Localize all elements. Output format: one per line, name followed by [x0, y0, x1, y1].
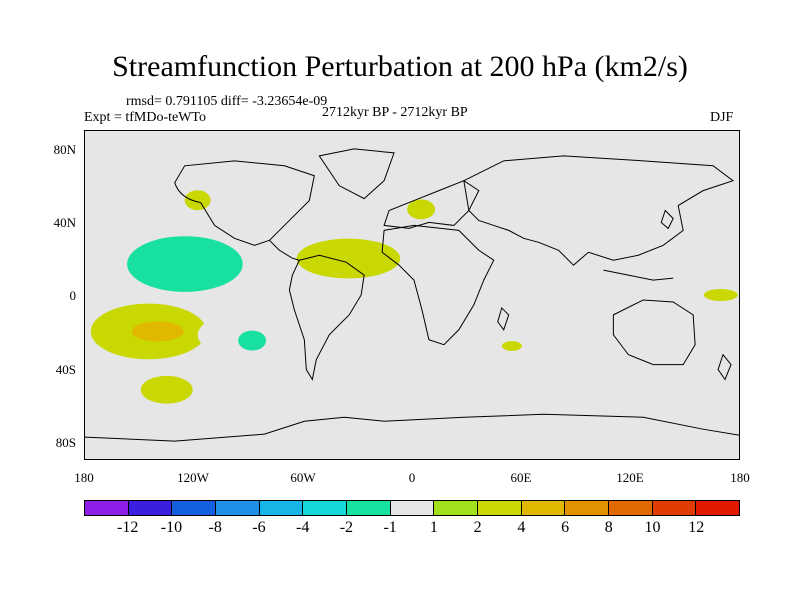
page-title: Streamfunction Perturbation at 200 hPa (… — [112, 50, 688, 83]
coastline-africa — [381, 224, 495, 346]
coastline-south-america — [288, 254, 365, 381]
anomaly-mediterranean-low — [407, 199, 436, 220]
coastline-asia — [463, 155, 735, 266]
colorbar-label: 2 — [473, 519, 482, 536]
coastline-antarctica — [85, 413, 739, 442]
coastline-japan — [660, 209, 674, 230]
coastline-central-america — [269, 239, 300, 261]
anomaly-regions — [90, 185, 739, 404]
colorbar-swatch-11 — [565, 501, 610, 515]
colorbar-label: 4 — [517, 519, 526, 536]
anomaly-south-asia-band — [497, 224, 618, 249]
lon-tick-60e: 60E — [510, 470, 532, 485]
colorbar-label: -10 — [160, 519, 183, 536]
colorbar-label: -1 — [383, 519, 397, 536]
colorbar-label: -12 — [117, 519, 139, 536]
lat-tick-40s: 40S — [55, 362, 76, 377]
colorbar-swatch-3 — [216, 501, 260, 515]
lon-tick-60w: 60W — [290, 470, 316, 485]
colorbar-label: -6 — [252, 519, 266, 536]
anomaly-tropical-atlantic-high — [296, 238, 401, 279]
colorbar-label: 12 — [688, 519, 705, 536]
coastline-north-america — [174, 160, 315, 246]
lon-tick-180e: 180 — [730, 470, 750, 485]
colorbar-swatch-13 — [652, 501, 697, 515]
colorbar-label: 6 — [561, 519, 570, 536]
coastlines — [85, 148, 739, 442]
anomaly-north-american-high — [184, 190, 211, 211]
colorbar-label: 1 — [429, 519, 438, 536]
season-label: DJF — [710, 110, 734, 125]
colorbar-swatch-6 — [347, 501, 391, 515]
colorbar-swatch-12 — [609, 501, 653, 515]
lon-tick-0: 0 — [408, 470, 416, 485]
colorbar-swatch-8 — [434, 501, 479, 515]
coastline-new-zealand — [717, 353, 732, 381]
lat-tick-80n: 80N — [53, 142, 76, 157]
map-background — [85, 131, 739, 459]
coastline-greenland — [318, 148, 395, 200]
anomaly-northwest-pacific-low — [648, 207, 739, 244]
coastline-europe — [383, 180, 480, 229]
anomaly-south-pacific-high-core — [131, 321, 184, 342]
colorbar-label: -8 — [208, 519, 222, 536]
world-map — [84, 130, 740, 460]
colorbar-swatch-1 — [128, 501, 173, 515]
lat-tick-80s: 80S — [55, 435, 76, 450]
colorbar-swatch-5 — [303, 501, 348, 515]
anomaly-western-pacific-high — [703, 289, 738, 301]
anomaly-north-pacific-low — [127, 236, 243, 292]
colorbar — [84, 500, 740, 516]
rmsd-label: rmsd= 0.791105 diff= -3.23654e-09 — [126, 94, 328, 109]
colorbar-label: -4 — [295, 519, 310, 536]
lat-tick-40n: 40N — [53, 215, 76, 230]
colorbar-label: 8 — [604, 519, 613, 536]
colorbar-swatch-9 — [478, 501, 522, 515]
colorbar-swatch-10 — [521, 501, 566, 515]
colorbar-swatch-2 — [172, 501, 217, 515]
anomaly-southeast-pacific-low-core — [238, 330, 267, 351]
colorbar-swatch-7 — [390, 501, 435, 515]
lon-tick-120w: 120W — [177, 470, 209, 485]
anomaly-southern-ocean-high — [140, 375, 193, 404]
lon-tick-180w: 180 — [74, 470, 94, 485]
colorbar-swatch-4 — [259, 501, 304, 515]
period-label: 2712kyr BP - 2712kyr BP — [322, 105, 468, 120]
anomaly-central-asia-low — [494, 185, 529, 204]
anomaly-south-atlantic-high — [501, 341, 522, 351]
colorbar-swatch-0 — [85, 501, 129, 515]
coastline-indonesia — [603, 269, 674, 281]
experiment-label: Expt = tfMDo-teWTo — [84, 110, 207, 125]
colorbar-swatch-14 — [696, 501, 740, 515]
lat-tick-0: 0 — [69, 288, 77, 303]
coastline-madagascar — [497, 306, 510, 331]
colorbar-label: -2 — [339, 519, 354, 536]
lon-tick-120e: 120E — [616, 470, 644, 485]
coastline-australia — [612, 299, 696, 366]
colorbar-label: 10 — [644, 519, 661, 536]
